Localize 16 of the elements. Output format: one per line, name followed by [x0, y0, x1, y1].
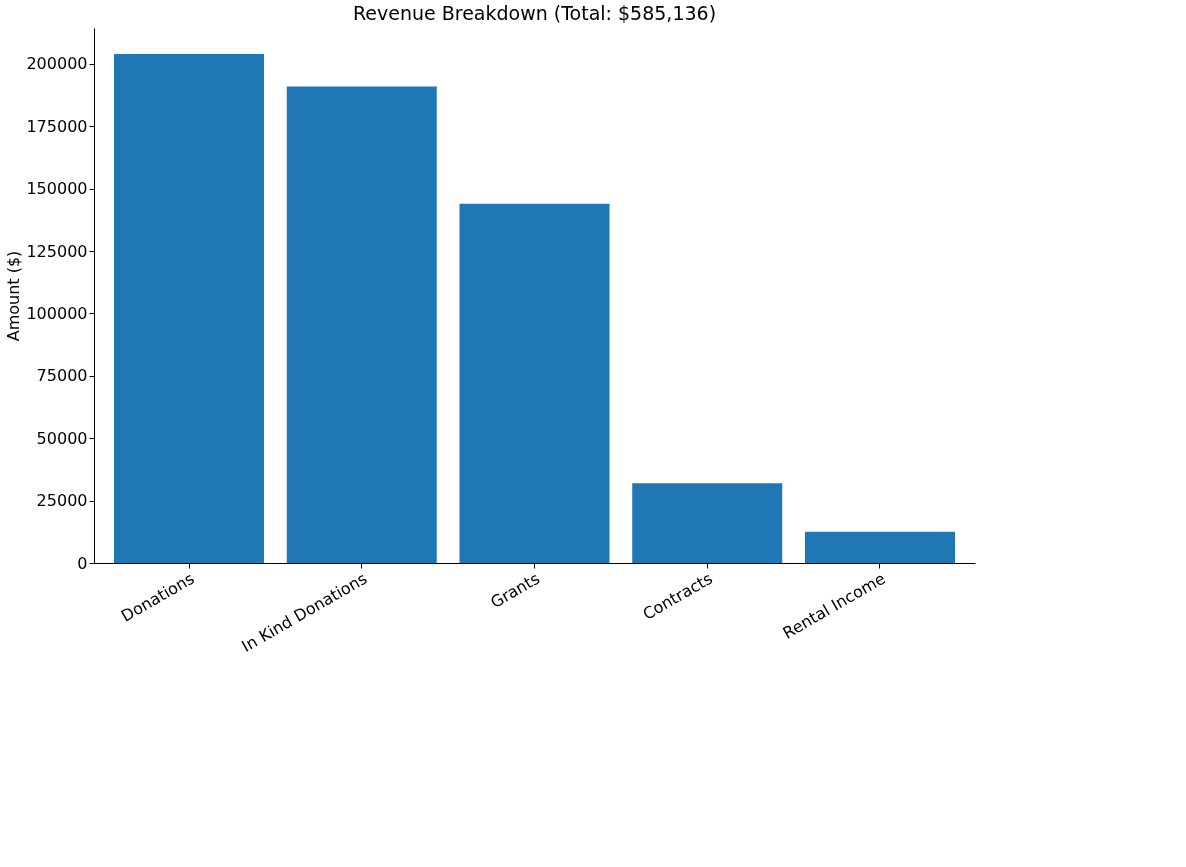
y-tick-label: 50000 — [36, 428, 88, 448]
y-tick-label: 25000 — [36, 491, 88, 511]
y-tick-label: 200000 — [26, 54, 88, 74]
y-tick-label: 0 — [77, 553, 88, 573]
y-tick-label: 175000 — [26, 116, 88, 136]
y-axis-title: Amount ($) — [4, 250, 24, 342]
y-tick-label: 150000 — [26, 179, 88, 199]
y-tick-label: 125000 — [26, 241, 88, 261]
bar — [632, 483, 783, 563]
bar — [286, 86, 437, 563]
y-tick-label: 100000 — [26, 303, 88, 323]
bar — [114, 53, 265, 563]
chart-title: Revenue Breakdown (Total: $585,136) — [352, 2, 717, 24]
bar — [459, 203, 610, 563]
y-tick-label: 75000 — [36, 366, 88, 386]
bar — [804, 531, 955, 563]
